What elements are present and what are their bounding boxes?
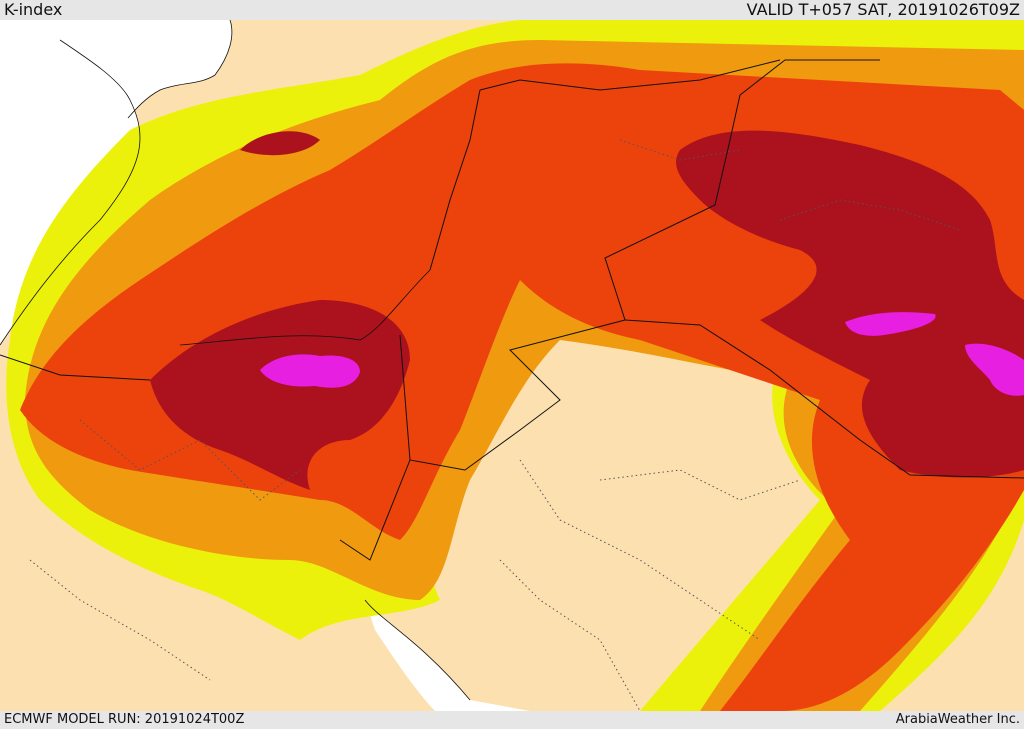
footer-bar: ECMWF MODEL RUN: 20191024T00Z ArabiaWeat…: [0, 711, 1024, 729]
aegean-sea: [0, 20, 232, 120]
k-index-level-4-cyprus: [240, 131, 320, 156]
k-index-level-5-iraq: [845, 312, 936, 336]
valid-time: VALID T+057 SAT, 20191026T09Z: [746, 0, 1020, 19]
credit: ArabiaWeather Inc.: [895, 712, 1020, 727]
red-sea: [365, 600, 530, 711]
country-borders: [0, 59, 1024, 561]
province-borders: [29, 139, 961, 711]
header-bar: K-index VALID T+057 SAT, 20191026T09Z: [0, 0, 1024, 20]
k-index-level-4-egypt: [150, 300, 410, 490]
k-index-level-4-iraq: [676, 130, 1024, 478]
coastlines: [0, 20, 471, 701]
k-index-level-5-iran: [965, 343, 1024, 396]
model-run: ECMWF MODEL RUN: 20191024T00Z: [4, 712, 245, 727]
k-index-map[interactable]: [0, 20, 1024, 711]
k-index-level-5-egypt: [260, 354, 360, 388]
map-canvas: [0, 20, 1024, 711]
map-title: K-index: [4, 0, 63, 19]
